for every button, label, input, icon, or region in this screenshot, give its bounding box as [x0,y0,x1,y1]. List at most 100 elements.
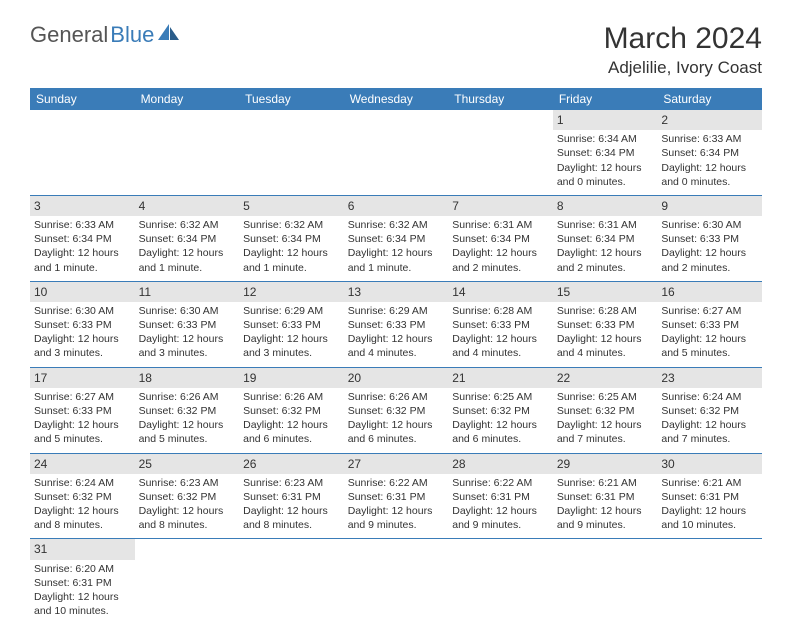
calendar-cell-empty [448,110,553,195]
daylight-text: Daylight: 12 hours [661,418,758,432]
title-block: March 2024 Adjelilie, Ivory Coast [604,22,762,78]
sunrise-text: Sunrise: 6:31 AM [452,218,549,232]
day-header: Friday [553,88,658,110]
day-number: 8 [553,196,658,216]
daylight-text: and 4 minutes. [348,346,445,360]
daylight-text: Daylight: 12 hours [243,246,340,260]
day-number: 1 [553,110,658,130]
day-number: 15 [553,282,658,302]
sunrise-text: Sunrise: 6:25 AM [452,390,549,404]
daylight-text: and 9 minutes. [452,518,549,532]
day-number: 16 [657,282,762,302]
logo: General Blue [30,22,180,48]
calendar-cell: 11Sunrise: 6:30 AMSunset: 6:33 PMDayligh… [135,281,240,367]
day-header: Monday [135,88,240,110]
calendar-cell: 6Sunrise: 6:32 AMSunset: 6:34 PMDaylight… [344,195,449,281]
daylight-text: Daylight: 12 hours [557,504,654,518]
sunset-text: Sunset: 6:33 PM [348,318,445,332]
sunrise-text: Sunrise: 6:24 AM [661,390,758,404]
calendar-cell: 3Sunrise: 6:33 AMSunset: 6:34 PMDaylight… [30,195,135,281]
calendar-cell: 18Sunrise: 6:26 AMSunset: 6:32 PMDayligh… [135,367,240,453]
daylight-text: Daylight: 12 hours [348,332,445,346]
sunrise-text: Sunrise: 6:33 AM [34,218,131,232]
calendar-cell: 7Sunrise: 6:31 AMSunset: 6:34 PMDaylight… [448,195,553,281]
calendar-cell: 12Sunrise: 6:29 AMSunset: 6:33 PMDayligh… [239,281,344,367]
sunset-text: Sunset: 6:32 PM [139,404,236,418]
daylight-text: and 2 minutes. [557,261,654,275]
calendar-cell: 23Sunrise: 6:24 AMSunset: 6:32 PMDayligh… [657,367,762,453]
sunset-text: Sunset: 6:31 PM [452,490,549,504]
day-number: 19 [239,368,344,388]
day-number: 30 [657,454,762,474]
daylight-text: Daylight: 12 hours [243,418,340,432]
sunrise-text: Sunrise: 6:29 AM [348,304,445,318]
sunrise-text: Sunrise: 6:23 AM [139,476,236,490]
daylight-text: Daylight: 12 hours [661,504,758,518]
day-number: 5 [239,196,344,216]
daylight-text: Daylight: 12 hours [661,161,758,175]
sunrise-text: Sunrise: 6:26 AM [348,390,445,404]
daylight-text: and 8 minutes. [243,518,340,532]
day-number: 24 [30,454,135,474]
calendar-cell: 13Sunrise: 6:29 AMSunset: 6:33 PMDayligh… [344,281,449,367]
daylight-text: Daylight: 12 hours [34,418,131,432]
daylight-text: and 2 minutes. [452,261,549,275]
daylight-text: and 1 minute. [139,261,236,275]
daylight-text: Daylight: 12 hours [452,504,549,518]
day-header: Thursday [448,88,553,110]
sunrise-text: Sunrise: 6:24 AM [34,476,131,490]
day-number: 11 [135,282,240,302]
sunrise-text: Sunrise: 6:26 AM [243,390,340,404]
calendar-cell: 16Sunrise: 6:27 AMSunset: 6:33 PMDayligh… [657,281,762,367]
day-number: 12 [239,282,344,302]
day-number: 20 [344,368,449,388]
sunrise-text: Sunrise: 6:32 AM [243,218,340,232]
daylight-text: and 8 minutes. [139,518,236,532]
sunrise-text: Sunrise: 6:26 AM [139,390,236,404]
daylight-text: Daylight: 12 hours [139,332,236,346]
sunrise-text: Sunrise: 6:27 AM [661,304,758,318]
day-number: 17 [30,368,135,388]
calendar-cell: 1Sunrise: 6:34 AMSunset: 6:34 PMDaylight… [553,110,658,195]
month-title: March 2024 [604,22,762,56]
daylight-text: Daylight: 12 hours [661,246,758,260]
sunrise-text: Sunrise: 6:25 AM [557,390,654,404]
daylight-text: and 6 minutes. [243,432,340,446]
daylight-text: Daylight: 12 hours [557,161,654,175]
sunrise-text: Sunrise: 6:30 AM [34,304,131,318]
sunset-text: Sunset: 6:32 PM [34,490,131,504]
day-number: 25 [135,454,240,474]
sunrise-text: Sunrise: 6:20 AM [34,562,131,576]
daylight-text: Daylight: 12 hours [348,504,445,518]
calendar-cell: 19 Sunrise: 6:26 AMSunset: 6:32 PMDayligh… [239,367,344,453]
sunrise-text: Sunrise: 6:28 AM [557,304,654,318]
calendar-cell: 20Sunrise: 6:26 AMSunset: 6:32 PMDayligh… [344,367,449,453]
daylight-text: Daylight: 12 hours [243,332,340,346]
daylight-text: and 1 minute. [243,261,340,275]
daylight-text: Daylight: 12 hours [452,246,549,260]
sunset-text: Sunset: 6:33 PM [243,318,340,332]
calendar-cell-empty [448,539,553,624]
calendar-cell-empty [553,539,658,624]
sunset-text: Sunset: 6:31 PM [243,490,340,504]
sunset-text: Sunset: 6:34 PM [348,232,445,246]
sunset-text: Sunset: 6:32 PM [348,404,445,418]
day-number: 29 [553,454,658,474]
sunset-text: Sunset: 6:32 PM [139,490,236,504]
daylight-text: and 9 minutes. [557,518,654,532]
calendar-cell-empty [135,110,240,195]
sunrise-text: Sunrise: 6:23 AM [243,476,340,490]
day-number: 27 [344,454,449,474]
daylight-text: and 0 minutes. [661,175,758,189]
calendar-cell: 26Sunrise: 6:23 AMSunset: 6:31 PMDayligh… [239,453,344,539]
daylight-text: Daylight: 12 hours [139,246,236,260]
day-number: 7 [448,196,553,216]
sunrise-text: Sunrise: 6:28 AM [452,304,549,318]
daylight-text: Daylight: 12 hours [34,504,131,518]
daylight-text: and 5 minutes. [139,432,236,446]
daylight-text: Daylight: 12 hours [661,332,758,346]
calendar-cell: 4Sunrise: 6:32 AMSunset: 6:34 PMDaylight… [135,195,240,281]
calendar-table: SundayMondayTuesdayWednesdayThursdayFrid… [30,88,762,624]
sunset-text: Sunset: 6:32 PM [243,404,340,418]
location: Adjelilie, Ivory Coast [604,58,762,78]
